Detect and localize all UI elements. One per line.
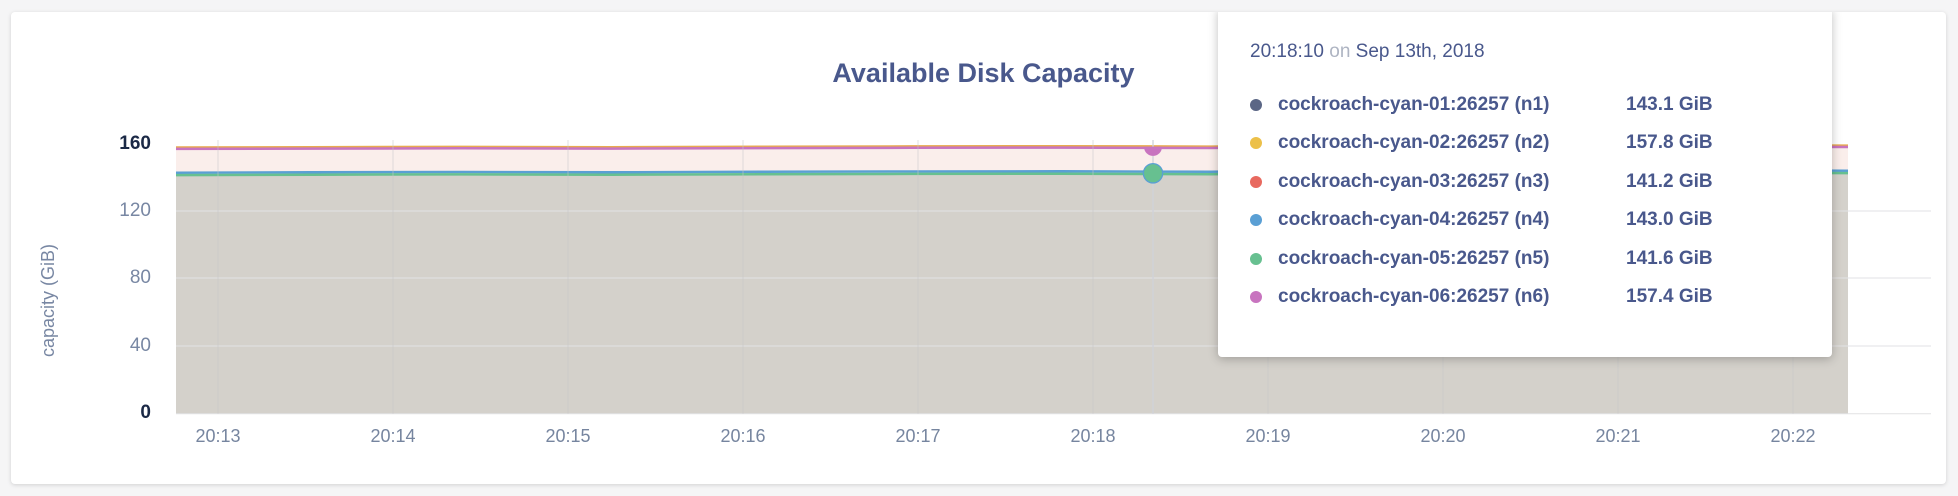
svg-text:20:20: 20:20 bbox=[1420, 426, 1465, 446]
svg-text:20:17: 20:17 bbox=[895, 426, 940, 446]
svg-text:160: 160 bbox=[119, 133, 151, 154]
svg-text:20:19: 20:19 bbox=[1245, 426, 1290, 446]
svg-text:20:15: 20:15 bbox=[545, 426, 590, 446]
svg-text:20:18: 20:18 bbox=[1070, 426, 1115, 446]
svg-text:40: 40 bbox=[130, 335, 151, 356]
svg-text:20:14: 20:14 bbox=[370, 426, 415, 446]
svg-text:120: 120 bbox=[119, 200, 151, 221]
svg-text:0: 0 bbox=[140, 402, 151, 423]
svg-text:20:22: 20:22 bbox=[1770, 426, 1815, 446]
svg-text:20:13: 20:13 bbox=[195, 426, 240, 446]
svg-text:20:21: 20:21 bbox=[1595, 426, 1640, 446]
svg-text:80: 80 bbox=[130, 267, 151, 288]
svg-text:20:16: 20:16 bbox=[720, 426, 765, 446]
